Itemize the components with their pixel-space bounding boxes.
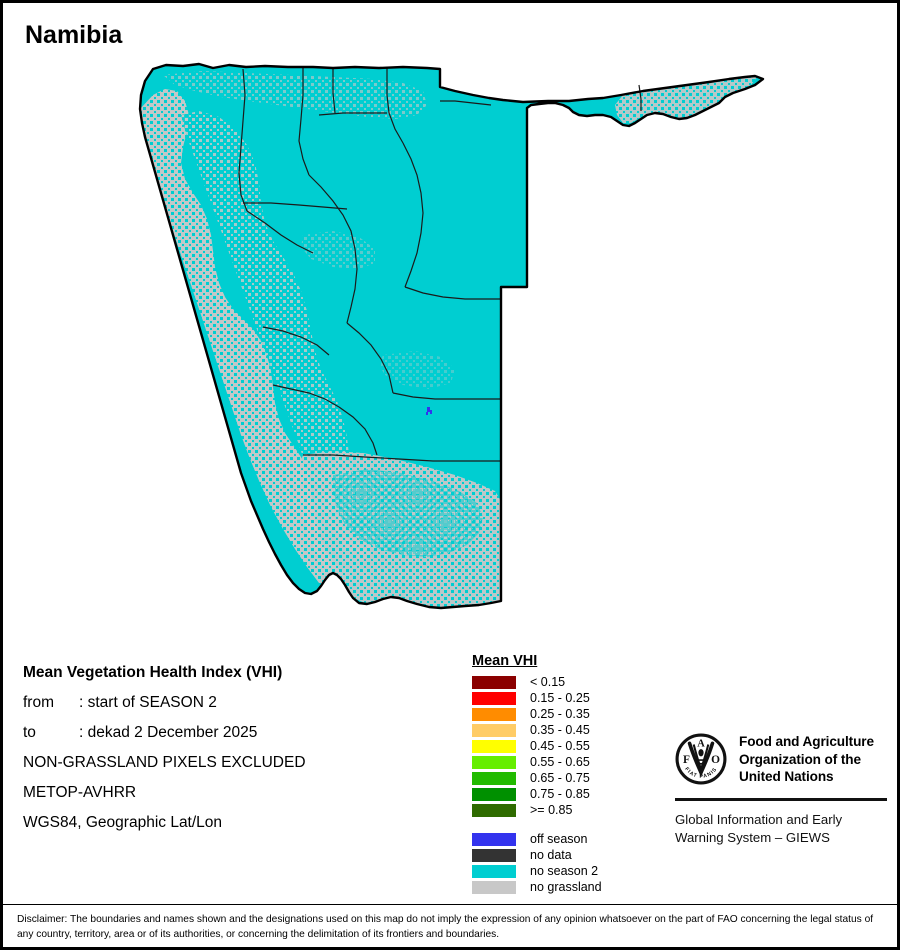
metadata-projection: WGS84, Geographic Lat/Lon bbox=[23, 814, 223, 831]
legend-class-label: 0.25 - 0.35 bbox=[530, 707, 590, 721]
fao-name-line3: United Nations bbox=[739, 769, 834, 784]
metadata-from-value: : start of SEASON 2 bbox=[79, 694, 217, 711]
legend-class-row[interactable]: < 0.15 bbox=[472, 675, 602, 690]
legend-class-swatch bbox=[472, 724, 516, 737]
namibia-map-svg[interactable] bbox=[3, 55, 897, 645]
legend-class-row[interactable]: >= 0.85 bbox=[472, 803, 602, 818]
metadata-heading: Mean Vegetation Health Index (VHI) bbox=[23, 664, 283, 681]
legend-special-label: no season 2 bbox=[530, 864, 599, 878]
fao-name-line1: Food and Agriculture bbox=[739, 734, 874, 749]
metadata-to-value: : dekad 2 December 2025 bbox=[79, 724, 258, 741]
admin-boundaries bbox=[238, 68, 642, 462]
map-metadata: Mean Vegetation Health Index (VHI) from … bbox=[23, 658, 453, 838]
map-legend: Mean VHI < 0.15 0.15 - 0.25 0.25 - 0.35 0.3… bbox=[472, 653, 602, 896]
fao-divider bbox=[675, 797, 887, 801]
legend-class-label: 0.65 - 0.75 bbox=[530, 771, 590, 785]
page-title: Namibia bbox=[25, 21, 123, 49]
legend-class-row[interactable]: 0.25 - 0.35 bbox=[472, 707, 602, 722]
off-season-pixels bbox=[426, 407, 432, 415]
legend-special-label: off season bbox=[530, 832, 588, 846]
svg-text:F: F bbox=[683, 754, 690, 766]
metadata-to-key: to bbox=[23, 724, 36, 741]
legend-class-label: 0.35 - 0.45 bbox=[530, 723, 590, 737]
legend-special-swatch bbox=[472, 849, 516, 862]
legend-class-label: 0.55 - 0.65 bbox=[530, 755, 590, 769]
svg-text:A: A bbox=[697, 739, 705, 750]
legend-special-row[interactable]: no grassland bbox=[472, 880, 602, 895]
legend-class-swatch bbox=[472, 804, 516, 817]
legend-class-swatch bbox=[472, 756, 516, 769]
giews-line2: Warning System – GIEWS bbox=[675, 829, 830, 845]
map-canvas[interactable] bbox=[3, 55, 897, 645]
legend-class-swatch bbox=[472, 740, 516, 753]
fao-logo-icon: F A O FIAT PANIS bbox=[675, 733, 727, 785]
metadata-sensor: METOP-AVHRR bbox=[23, 784, 137, 801]
legend-class-label: 0.45 - 0.55 bbox=[530, 739, 590, 753]
metadata-from-row: from : start of SEASON 2 bbox=[23, 688, 453, 718]
legend-special-swatch bbox=[472, 833, 516, 846]
fao-header: F A O FIAT PANIS Food and Agriculture Or… bbox=[675, 733, 887, 786]
legend-spacer bbox=[472, 819, 602, 832]
metadata-to-row: to : dekad 2 December 2025 bbox=[23, 718, 453, 748]
legend-special-row[interactable]: off season bbox=[472, 832, 602, 847]
giews-line1: Global Information and Early bbox=[675, 811, 843, 827]
legend-special-label: no grassland bbox=[530, 880, 602, 894]
legend-class-swatch bbox=[472, 772, 516, 785]
legend-class-label: 0.15 - 0.25 bbox=[530, 691, 590, 705]
legend-class-swatch bbox=[472, 692, 516, 705]
disclaimer-text: Disclaimer: The boundaries and names sho… bbox=[17, 914, 874, 940]
legend-class-swatch bbox=[472, 676, 516, 689]
metadata-from-key: from bbox=[23, 694, 54, 711]
legend-special-swatch bbox=[472, 865, 516, 878]
legend-class-row[interactable]: 0.75 - 0.85 bbox=[472, 787, 602, 802]
legend-class-swatch bbox=[472, 708, 516, 721]
legend-class-label: 0.75 - 0.85 bbox=[530, 787, 590, 801]
legend-special-label: no data bbox=[530, 848, 572, 862]
disclaimer-separator bbox=[3, 904, 897, 905]
national-boundary bbox=[138, 62, 765, 610]
metadata-excluded: NON-GRASSLAND PIXELS EXCLUDED bbox=[23, 754, 306, 771]
legend-class-row[interactable]: 0.45 - 0.55 bbox=[472, 739, 602, 754]
legend-title: Mean VHI bbox=[472, 653, 538, 669]
legend-class-row[interactable]: 0.35 - 0.45 bbox=[472, 723, 602, 738]
legend-special-row[interactable]: no season 2 bbox=[472, 864, 602, 879]
legend-class-label: < 0.15 bbox=[530, 675, 566, 689]
legend-class-swatch bbox=[472, 788, 516, 801]
fao-branding: F A O FIAT PANIS Food and Agriculture Or… bbox=[675, 733, 887, 847]
legend-class-list: < 0.15 0.15 - 0.25 0.25 - 0.35 0.35 - 0.45 0… bbox=[472, 675, 602, 818]
legend-class-row[interactable]: 0.65 - 0.75 bbox=[472, 771, 602, 786]
legend-class-row[interactable]: 0.15 - 0.25 bbox=[472, 691, 602, 706]
fao-name-line2: Organization of the bbox=[739, 751, 861, 767]
legend-special-list: off season no data no season 2 no grassland bbox=[472, 832, 602, 895]
legend-special-row[interactable]: no data bbox=[472, 848, 602, 863]
legend-special-swatch bbox=[472, 881, 516, 894]
giews-name: Global Information and Early Warning Sys… bbox=[675, 811, 887, 847]
map-raster-fill bbox=[140, 64, 763, 608]
legend-class-label: >= 0.85 bbox=[530, 803, 573, 817]
svg-text:O: O bbox=[711, 754, 720, 766]
fao-name: Food and Agriculture Organization of the… bbox=[739, 733, 874, 786]
legend-class-row[interactable]: 0.55 - 0.65 bbox=[472, 755, 602, 770]
